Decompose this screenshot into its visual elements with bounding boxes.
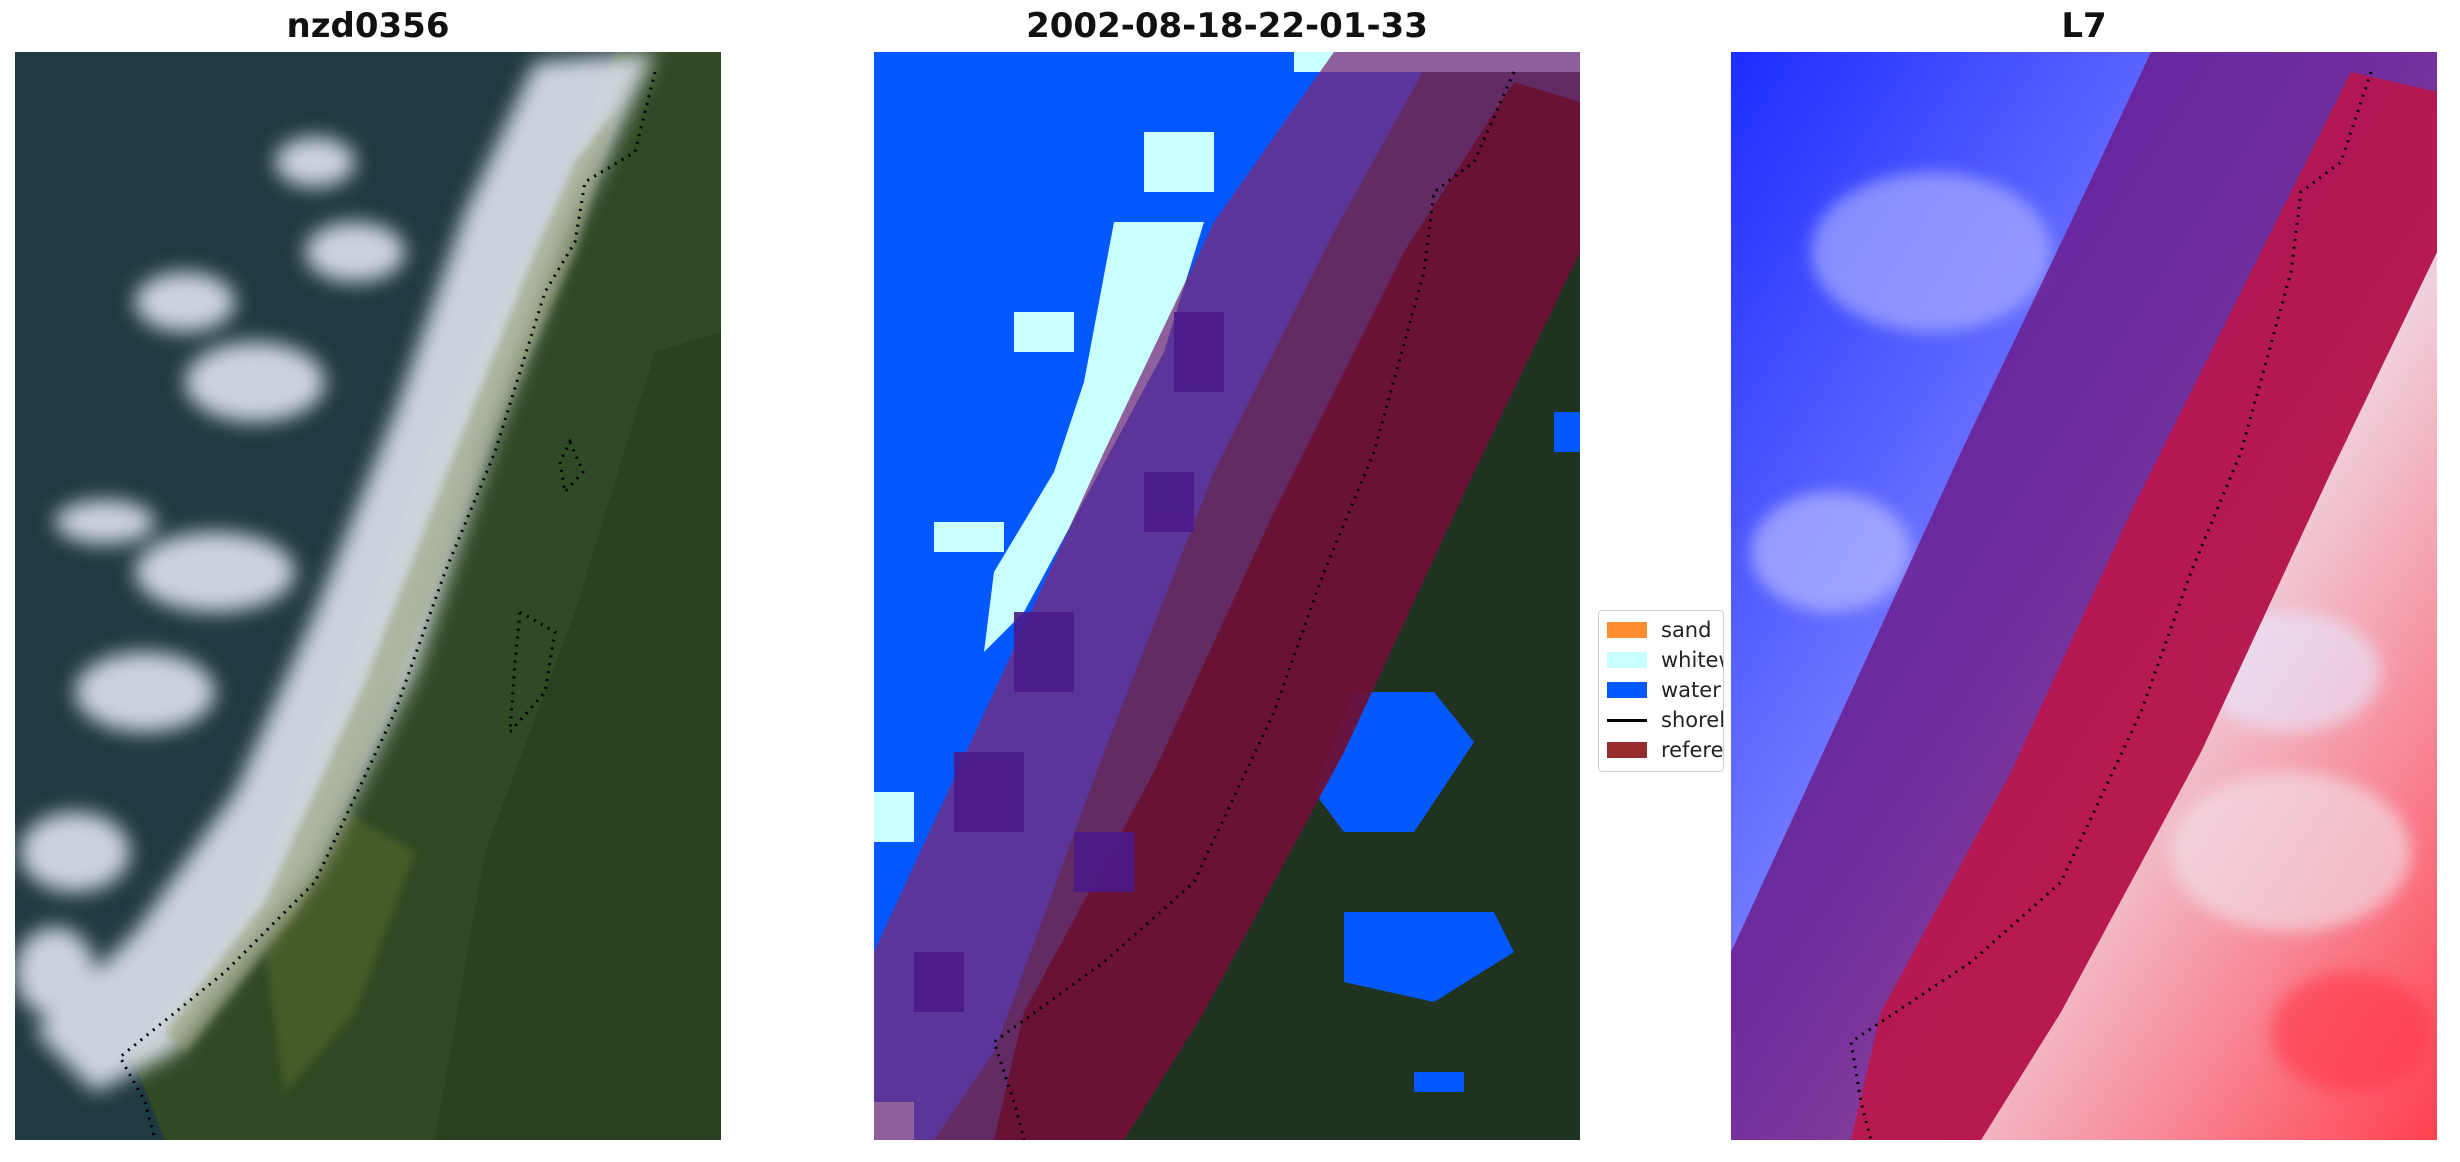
- panel-title-2: 2002-08-18-22-01-33: [1026, 6, 1428, 46]
- breaking-waves: [15, 52, 655, 1092]
- sand-swatch: [1607, 622, 1647, 638]
- rgb-satellite-image: [15, 52, 721, 1140]
- water-swatch: [1607, 682, 1647, 698]
- legend-item-water: water: [1607, 677, 1721, 703]
- reference-buffer-landward: [1851, 72, 2437, 1140]
- shoreline-line: [1849, 71, 2373, 1140]
- legend-item-shoreline: shoreline: [1607, 707, 1724, 733]
- classification-panel: [874, 52, 1580, 1140]
- legend-item-reference: reference: [1607, 737, 1724, 763]
- classification-image: [874, 52, 1580, 1140]
- legend-label-shoreline: shoreline: [1661, 708, 1724, 732]
- legend-label-sand: sand: [1661, 618, 1712, 642]
- reference-swatch: [1607, 742, 1647, 758]
- whitewater-swatch: [1607, 652, 1647, 668]
- shoreline-swatch: [1607, 718, 1647, 722]
- legend-label-water: water: [1661, 678, 1721, 702]
- legend-label-reference: reference: [1661, 738, 1724, 762]
- index-image: [1731, 52, 2437, 1140]
- reference-buffer-landward: [994, 82, 1580, 1140]
- legend-item-sand: sand: [1607, 617, 1711, 643]
- index-panel: [1731, 52, 2437, 1140]
- panel-title-1: nzd0356: [286, 6, 450, 46]
- panel-title-3: L7: [2061, 6, 2107, 46]
- shoreline-outline: [508, 438, 585, 737]
- rgb-image-panel: [15, 52, 721, 1140]
